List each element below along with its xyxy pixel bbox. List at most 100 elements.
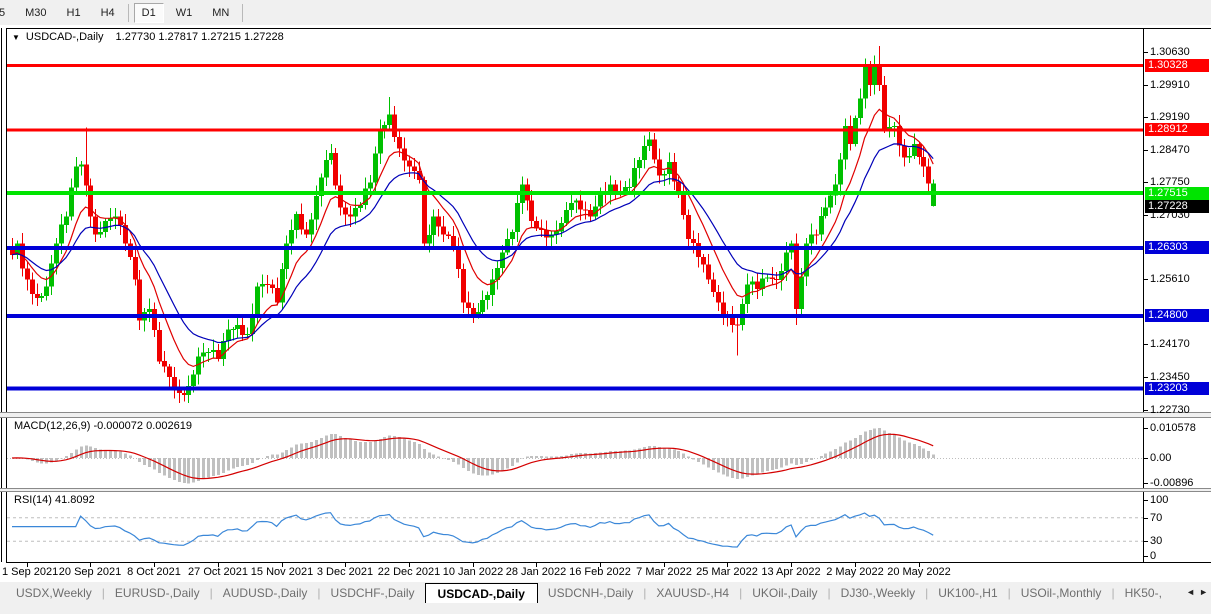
date-tick-label: 10 Jan 2022 bbox=[442, 566, 504, 578]
date-tick-mark bbox=[218, 563, 219, 567]
rsi-tick-label: 70 bbox=[1150, 512, 1163, 524]
rsi-tick-mark bbox=[1144, 541, 1148, 542]
window-border-inner bbox=[6, 28, 7, 562]
date-tick-label: 13 Apr 2022 bbox=[761, 566, 821, 578]
price-tick-label: 1.23450 bbox=[1150, 371, 1190, 383]
tab-separator: | bbox=[643, 586, 647, 600]
macd-tick-mark bbox=[1144, 428, 1148, 429]
current-price-badge: 1.27228 bbox=[1145, 200, 1209, 213]
timeframe-button-H1[interactable]: H1 bbox=[66, 6, 81, 19]
date-tick-label: 8 Oct 2021 bbox=[127, 566, 181, 578]
rsi-tick-label: 0 bbox=[1150, 550, 1157, 562]
window-border-outer bbox=[1, 28, 2, 562]
tab-separator: | bbox=[739, 586, 743, 600]
macd-tick-label: -0.00896 bbox=[1150, 477, 1194, 489]
chart-tab-eurusddaily[interactable]: EURUSD-,Daily bbox=[114, 586, 200, 600]
date-tick-label: 27 Oct 2021 bbox=[188, 566, 248, 578]
date-tick-mark bbox=[600, 563, 601, 567]
price-tick-mark bbox=[1144, 410, 1148, 411]
timeframe-button-5[interactable]: 5 bbox=[0, 6, 6, 19]
chart-tab-usoilmonthly[interactable]: USOil-,Monthly bbox=[1020, 586, 1102, 600]
date-tick-label: 20 Sep 2021 bbox=[58, 566, 122, 578]
chart-tab-usdcaddaily[interactable]: USDCAD-,Daily bbox=[424, 583, 538, 603]
rsi-tick-mark bbox=[1144, 556, 1148, 557]
rsi-label: RSI(14) 41.8092 bbox=[14, 494, 95, 506]
price-tick-label: 1.22730 bbox=[1150, 404, 1190, 416]
chart-tab-hk50[interactable]: HK50-, bbox=[1124, 586, 1162, 600]
tab-scroll-right-icon[interactable]: ► bbox=[1199, 587, 1208, 597]
tab-separator: | bbox=[101, 586, 105, 600]
price-tick-label: 1.29190 bbox=[1150, 111, 1190, 123]
chart-tab-audusddaily[interactable]: AUDUSD-,Daily bbox=[222, 586, 308, 600]
timeframe-button-W1[interactable]: W1 bbox=[175, 6, 193, 19]
date-tick-label: 15 Nov 2021 bbox=[250, 566, 314, 578]
macd-label: MACD(12,26,9) -0.000072 0.002619 bbox=[14, 420, 192, 432]
price-line-badge: 1.28912 bbox=[1145, 123, 1209, 136]
date-tick-mark bbox=[409, 563, 410, 567]
tab-scroll-left-icon[interactable]: ◄ bbox=[1186, 587, 1195, 597]
date-tick-mark bbox=[282, 563, 283, 567]
date-tick-label: 3 Dec 2021 bbox=[316, 566, 374, 578]
chart-tab-xauusdh4[interactable]: XAUUSD-,H4 bbox=[656, 586, 730, 600]
macd-canvas[interactable] bbox=[7, 418, 1143, 488]
date-tick-label: 1 Sep 2021 bbox=[2, 566, 59, 578]
main-chart-canvas[interactable] bbox=[7, 29, 1143, 412]
chart-title: USDCAD-,Daily bbox=[25, 31, 104, 43]
chart-tab-bar: USDX,Weekly | EURUSD-,Daily | AUDUSD-,Daily |… bbox=[0, 582, 1211, 604]
timeframe-button-M30[interactable]: M30 bbox=[25, 6, 47, 19]
price-line-badge: 1.23203 bbox=[1145, 382, 1209, 395]
price-tick-label: 1.27750 bbox=[1150, 176, 1190, 188]
price-axis-separator bbox=[1143, 28, 1144, 562]
rsi-tick-mark bbox=[1144, 518, 1148, 519]
timeframe-button-H4[interactable]: H4 bbox=[100, 6, 115, 19]
chart-tab-usdxweekly[interactable]: USDX,Weekly bbox=[16, 586, 92, 600]
date-tick-mark bbox=[727, 563, 728, 567]
chart-tab-ukoildaily[interactable]: UKOil-,Daily bbox=[752, 586, 818, 600]
macd-tick-mark bbox=[1144, 483, 1148, 484]
price-tick-label: 1.24170 bbox=[1150, 338, 1190, 350]
price-tick-mark bbox=[1144, 279, 1148, 280]
chart-tab-usdchfdaily[interactable]: USDCHF-,Daily bbox=[330, 586, 415, 600]
price-tick-label: 1.28470 bbox=[1150, 144, 1190, 156]
date-tick-mark bbox=[154, 563, 155, 567]
date-tick-mark bbox=[27, 563, 28, 567]
price-line-badge: 1.26303 bbox=[1145, 241, 1209, 254]
rsi-tick-label: 100 bbox=[1150, 494, 1169, 506]
date-tick-mark bbox=[791, 563, 792, 567]
date-tick-mark bbox=[664, 563, 665, 567]
date-tick-mark bbox=[855, 563, 856, 567]
price-tick-label: 1.25610 bbox=[1150, 273, 1190, 285]
price-line-badge: 1.30328 bbox=[1145, 59, 1209, 72]
rsi-canvas[interactable] bbox=[7, 492, 1143, 562]
timeframe-button-MN[interactable]: MN bbox=[212, 6, 230, 19]
macd-tick-label: 0.00 bbox=[1150, 452, 1172, 464]
rsi-tick-label: 30 bbox=[1150, 535, 1163, 547]
date-tick-label: 28 Jan 2022 bbox=[505, 566, 567, 578]
chart-tab-dj30weekly[interactable]: DJ30-,Weekly bbox=[840, 586, 916, 600]
price-tick-mark bbox=[1144, 52, 1148, 53]
price-tick-mark bbox=[1144, 117, 1148, 118]
tab-separator: | bbox=[317, 586, 321, 600]
price-line-badge: 1.27515 bbox=[1145, 187, 1209, 200]
price-tick-mark bbox=[1144, 344, 1148, 345]
price-tick-mark bbox=[1144, 215, 1148, 216]
chart-quote: 1.27730 1.27817 1.27215 1.27228 bbox=[115, 31, 284, 43]
pane-divider[interactable] bbox=[0, 412, 1211, 418]
chart-tab-usdcnhdaily[interactable]: USDCNH-,Daily bbox=[547, 586, 634, 600]
timeframe-button-D1[interactable]: D1 bbox=[133, 2, 164, 23]
macd-tick-label: 0.010578 bbox=[1150, 422, 1196, 434]
chart-bottom-border bbox=[6, 562, 1211, 563]
price-tick-label: 1.30630 bbox=[1150, 46, 1190, 58]
symbol-dropdown-icon[interactable]: ▼ bbox=[12, 32, 20, 42]
chart-tab-uk100h1[interactable]: UK100-,H1 bbox=[938, 586, 998, 600]
tab-separator: | bbox=[925, 586, 929, 600]
price-tick-label: 1.29910 bbox=[1150, 79, 1190, 91]
macd-tick-mark bbox=[1144, 458, 1148, 459]
chart-top-border bbox=[6, 28, 1211, 29]
tab-separator: | bbox=[209, 586, 213, 600]
tab-separator: | bbox=[827, 586, 831, 600]
price-tick-mark bbox=[1144, 377, 1148, 378]
price-tick-mark bbox=[1144, 182, 1148, 183]
pane-divider[interactable] bbox=[0, 488, 1211, 492]
